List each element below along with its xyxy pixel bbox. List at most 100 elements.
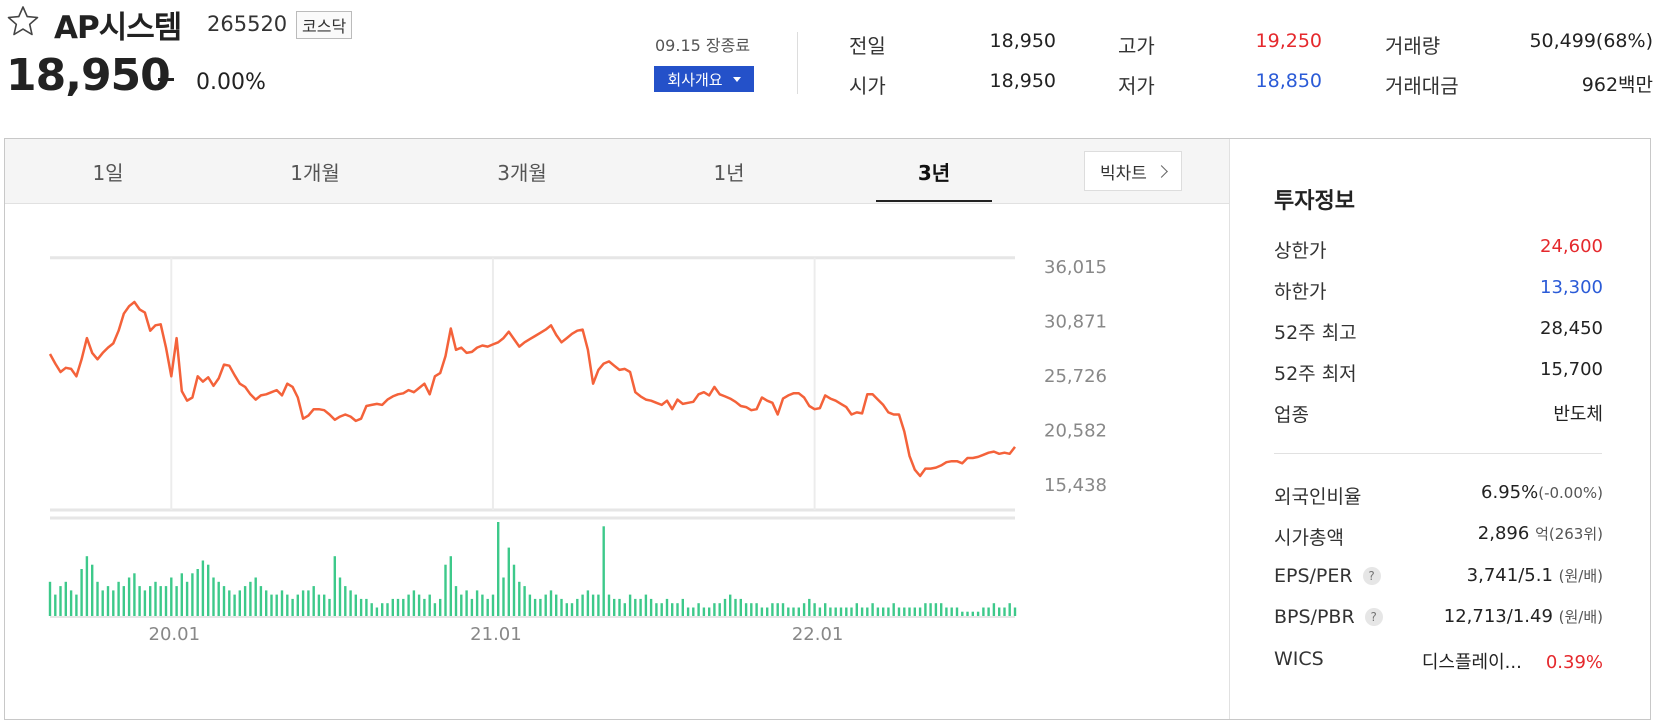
volume-bar [887, 607, 890, 616]
volume-bar [766, 607, 769, 616]
open-label: 시가 [849, 74, 886, 98]
volume-bar [59, 586, 62, 616]
volume-bar [813, 603, 816, 616]
volume-bar [112, 590, 115, 616]
volume-bar [381, 603, 384, 616]
volume-bar [903, 607, 906, 616]
prev-close-label: 전일 [849, 34, 886, 58]
volume-bar [449, 556, 452, 616]
volume-bar [565, 603, 568, 616]
volume-bar [544, 594, 547, 616]
volume-bar [228, 590, 231, 616]
volume-bar [312, 586, 315, 616]
low-52w-value: 15,700 [1540, 359, 1603, 380]
volume-bar [191, 573, 194, 616]
volume-bar [201, 560, 205, 616]
volume-bar [987, 607, 990, 616]
help-icon[interactable]: ? [1364, 608, 1383, 626]
volume-bar [170, 577, 173, 616]
price-line-series [48, 300, 1016, 478]
price-chart[interactable]: 36,015 30,871 25,726 20,582 15,438 20.01 21.0… [5, 204, 1229, 719]
volume-bar [686, 607, 690, 616]
volume-bar [739, 598, 742, 616]
tab-1-day[interactable]: 1일 [92, 161, 124, 185]
volume-bar [317, 594, 321, 616]
volume-bar [491, 594, 495, 616]
volume-bar [396, 598, 400, 616]
volume-bar [127, 577, 131, 616]
x-tick-label: 21.01 [470, 624, 522, 645]
volume-bar [233, 594, 236, 616]
current-price: 18,950 [6, 50, 171, 101]
volume-bar [185, 581, 189, 616]
volume-bar [1003, 607, 1006, 616]
eps-per-number: 3,741/5.1 [1466, 565, 1553, 586]
volume-bar [734, 598, 737, 616]
tab-3-year[interactable]: 3년 [917, 161, 951, 185]
volume-bar [539, 598, 542, 616]
stock-name: AP시스템 [54, 10, 182, 46]
wics-label: WICS [1274, 648, 1324, 670]
volume-bar [502, 577, 505, 616]
volume-bar [681, 598, 684, 616]
volume-bar [945, 607, 948, 616]
volume-bar [365, 598, 368, 616]
wics-change: 0.39% [1545, 652, 1603, 673]
volume-bar [238, 590, 241, 616]
volume-bar [91, 564, 94, 616]
help-icon[interactable]: ? [1362, 567, 1381, 585]
tab-3-month[interactable]: 3개월 [497, 161, 547, 185]
volume-bar [871, 603, 874, 616]
volume-bar [976, 611, 980, 616]
volume-bar [702, 607, 706, 616]
volume-bar [180, 573, 183, 616]
volume-bar [402, 598, 405, 616]
volume-bar [950, 607, 953, 616]
market-cap-rank: 억(263위) [1535, 525, 1603, 543]
volume-bar [982, 607, 985, 616]
volume-bar [713, 603, 716, 616]
sector-value[interactable]: 반도체 [1553, 404, 1603, 425]
company-overview-button[interactable]: 회사개요 [654, 66, 754, 92]
volume-bar [597, 594, 600, 616]
y-tick-label: 20,582 [1044, 421, 1107, 442]
volume-bar [212, 577, 215, 616]
volume-bar [486, 598, 489, 616]
high-52w-label: 52주 최고 [1274, 322, 1357, 344]
wics-sector: 디스플레이... [1421, 652, 1522, 673]
eps-per-label: EPS/PER? [1274, 565, 1381, 587]
volume-bar [602, 526, 605, 616]
favorite-star-icon[interactable] [6, 4, 40, 38]
volume-bar [660, 603, 663, 616]
stock-code: 265520 [207, 12, 288, 36]
volume-bar [929, 603, 932, 616]
volume-bar [423, 598, 426, 616]
volume-bar [275, 594, 278, 616]
volume-bar [96, 581, 99, 616]
wics-value[interactable]: 디스플레이... 0.39% [1422, 648, 1603, 674]
volume-bar [433, 603, 437, 616]
volume-bar [555, 594, 558, 616]
volume-bar [507, 547, 510, 616]
volume-bar [69, 590, 73, 616]
tab-1-year[interactable]: 1년 [713, 161, 745, 185]
volume-bar [824, 603, 827, 616]
volume-bar [792, 607, 795, 616]
big-chart-button[interactable]: 빅차트 [1084, 151, 1182, 191]
volume-bar [1013, 607, 1017, 616]
volume-bar [613, 598, 616, 616]
volume-bar [618, 598, 621, 616]
volume-bar [254, 577, 257, 616]
volume-bar [644, 594, 648, 616]
tab-1-month[interactable]: 1개월 [290, 161, 340, 185]
volume-bar [528, 594, 532, 616]
market-badge: 코스닥 [296, 11, 353, 39]
volume-bar [918, 607, 922, 616]
volume-bar [85, 556, 89, 616]
volume-bar [117, 581, 120, 616]
high-52w-value: 28,450 [1540, 318, 1603, 339]
volume-bar [518, 581, 521, 616]
volume-bar [439, 598, 442, 616]
volume-bar [133, 573, 136, 616]
volume-bar [755, 603, 758, 616]
